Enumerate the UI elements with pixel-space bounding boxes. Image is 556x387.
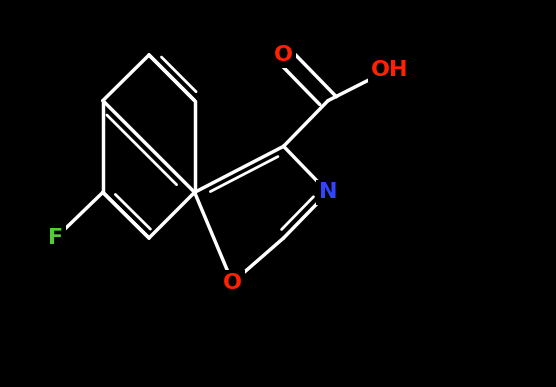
Text: N: N [319,182,337,202]
Text: OH: OH [370,60,408,80]
Text: F: F [48,228,63,248]
Text: O: O [223,272,242,293]
Text: O: O [274,45,293,65]
